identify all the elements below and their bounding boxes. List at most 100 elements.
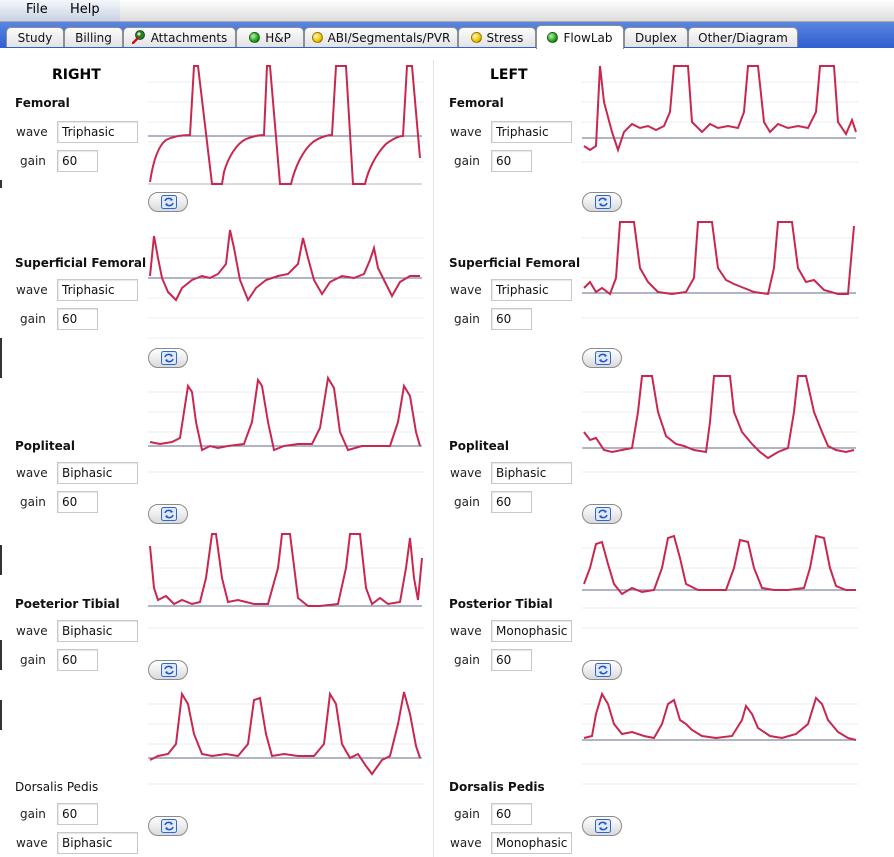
edge-mark bbox=[0, 545, 2, 575]
tab-abi-segmentals-pvr[interactable]: ABI/Segmentals/PVR bbox=[304, 27, 458, 47]
edge-mark bbox=[0, 700, 2, 730]
refresh-icon bbox=[161, 819, 177, 833]
tab-flowlab[interactable]: FlowLab bbox=[536, 25, 624, 49]
gain-label: gain bbox=[454, 312, 480, 326]
tab-label: Study bbox=[17, 31, 53, 45]
gain-label: gain bbox=[454, 154, 480, 168]
left-superficial-femoral-gain-field[interactable]: 60 bbox=[491, 308, 532, 330]
tab-label: Other/Diagram bbox=[698, 31, 788, 45]
edge-mark bbox=[0, 338, 2, 378]
right-femoral-refresh-button[interactable] bbox=[148, 192, 188, 212]
menu-help[interactable]: Help bbox=[70, 2, 100, 17]
right-femoral-label: Femoral bbox=[15, 96, 70, 110]
left-posterior-tibial-gain-field[interactable]: 60 bbox=[491, 649, 532, 671]
tab-hp[interactable]: H&P bbox=[236, 27, 304, 47]
left-superficial-femoral-wave-field[interactable]: Triphasic bbox=[491, 279, 572, 301]
right-superficial-femoral-waveform bbox=[148, 229, 424, 339]
right-dorsalis-pedis-refresh-button[interactable] bbox=[148, 816, 188, 836]
panel-divider bbox=[433, 60, 434, 857]
menu-file[interactable]: File bbox=[26, 2, 48, 17]
right-femoral-gain-field[interactable]: 60 bbox=[57, 150, 98, 172]
wave-label: wave bbox=[16, 624, 48, 638]
tab-other-diagram[interactable]: Other/Diagram bbox=[688, 27, 798, 47]
tab-label: Billing bbox=[75, 31, 112, 45]
tab-study[interactable]: Study bbox=[6, 27, 64, 47]
tab-label: Attachments bbox=[150, 31, 228, 45]
tab-attachments[interactable]: Attachments bbox=[123, 27, 236, 47]
right-dorsalis-pedis-gain-field[interactable]: 60 bbox=[57, 803, 98, 825]
refresh-icon bbox=[595, 195, 611, 209]
right-dorsalis-pedis-waveform bbox=[148, 690, 424, 785]
wave-label: wave bbox=[450, 836, 482, 850]
right-popliteal-gain-field[interactable]: 60 bbox=[57, 491, 98, 513]
right-femoral-waveform bbox=[148, 65, 424, 185]
tab-label: FlowLab bbox=[563, 31, 613, 45]
right-superficial-femoral-gain-field[interactable]: 60 bbox=[57, 308, 98, 330]
status-yellow-icon bbox=[470, 32, 482, 43]
left-popliteal-label: Popliteal bbox=[449, 439, 509, 453]
left-superficial-femoral-refresh-button[interactable] bbox=[582, 348, 622, 368]
wave-label: wave bbox=[16, 466, 48, 480]
tab-label: Stress bbox=[486, 31, 524, 45]
right-posterior-tibial-label: Poeterior Tibial bbox=[15, 597, 120, 611]
wave-label: wave bbox=[16, 283, 48, 297]
tab-label: ABI/Segmentals/PVR bbox=[327, 31, 451, 45]
left-posterior-tibial-wave-field[interactable]: Monophasic bbox=[491, 620, 572, 642]
wave-label: wave bbox=[16, 836, 48, 850]
left-popliteal-refresh-button[interactable] bbox=[582, 504, 622, 524]
left-dorsalis-pedis-wave-field[interactable]: Monophasic bbox=[491, 832, 572, 854]
refresh-icon bbox=[595, 819, 611, 833]
status-green-icon bbox=[547, 32, 559, 43]
gain-label: gain bbox=[20, 495, 46, 509]
right-posterior-tibial-waveform bbox=[148, 533, 424, 629]
right-femoral-wave-field[interactable]: Triphasic bbox=[57, 121, 138, 143]
tab-duplex[interactable]: Duplex bbox=[624, 27, 688, 47]
paperclip-icon bbox=[131, 30, 145, 44]
right-superficial-femoral-wave-field[interactable]: Triphasic bbox=[57, 279, 138, 301]
left-dorsalis-pedis-gain-field[interactable]: 60 bbox=[491, 803, 532, 825]
left-superficial-femoral-waveform bbox=[582, 221, 858, 319]
left-popliteal-wave-field[interactable]: Biphasic bbox=[491, 462, 572, 484]
right-popliteal-wave-field[interactable]: Biphasic bbox=[57, 462, 138, 484]
left-femoral-waveform bbox=[582, 65, 858, 163]
right-title: RIGHT bbox=[52, 67, 101, 83]
left-posterior-tibial-label: Posterior Tibial bbox=[449, 597, 553, 611]
wave-label: wave bbox=[450, 624, 482, 638]
left-posterior-tibial-refresh-button[interactable] bbox=[582, 660, 622, 680]
right-superficial-femoral-refresh-button[interactable] bbox=[148, 348, 188, 368]
gain-label: gain bbox=[20, 653, 46, 667]
refresh-icon bbox=[595, 507, 611, 521]
status-yellow-icon bbox=[311, 32, 323, 43]
refresh-icon bbox=[161, 195, 177, 209]
menu-highlight bbox=[0, 0, 120, 21]
tab-billing[interactable]: Billing bbox=[64, 27, 123, 47]
right-posterior-tibial-gain-field[interactable]: 60 bbox=[57, 649, 98, 671]
gain-label: gain bbox=[20, 807, 46, 821]
gain-label: gain bbox=[454, 653, 480, 667]
left-femoral-gain-field[interactable]: 60 bbox=[491, 150, 532, 172]
tab-strip: Study Billing Attachments H&P ABI/Segmen… bbox=[0, 22, 894, 49]
gain-label: gain bbox=[20, 154, 46, 168]
left-femoral-refresh-button[interactable] bbox=[582, 192, 622, 212]
refresh-icon bbox=[161, 351, 177, 365]
wave-label: wave bbox=[450, 125, 482, 139]
refresh-icon bbox=[161, 507, 177, 521]
left-dorsalis-pedis-refresh-button[interactable] bbox=[582, 816, 622, 836]
right-popliteal-refresh-button[interactable] bbox=[148, 504, 188, 524]
left-femoral-label: Femoral bbox=[449, 96, 504, 110]
status-green-icon bbox=[249, 32, 261, 43]
left-superficial-femoral-label: Superficial Femoral bbox=[449, 256, 581, 270]
wave-label: wave bbox=[16, 125, 48, 139]
right-posterior-tibial-refresh-button[interactable] bbox=[148, 660, 188, 680]
gain-label: gain bbox=[20, 312, 46, 326]
menu-bar: File Help bbox=[0, 0, 894, 22]
refresh-icon bbox=[595, 663, 611, 677]
right-posterior-tibial-wave-field[interactable]: Biphasic bbox=[57, 620, 138, 642]
left-dorsalis-pedis-waveform bbox=[582, 691, 858, 785]
gain-label: gain bbox=[454, 807, 480, 821]
left-femoral-wave-field[interactable]: Triphasic bbox=[491, 121, 572, 143]
tab-stress[interactable]: Stress bbox=[458, 27, 536, 47]
refresh-icon bbox=[161, 663, 177, 677]
right-dorsalis-pedis-wave-field[interactable]: Biphasic bbox=[57, 832, 138, 854]
left-popliteal-gain-field[interactable]: 60 bbox=[491, 491, 532, 513]
